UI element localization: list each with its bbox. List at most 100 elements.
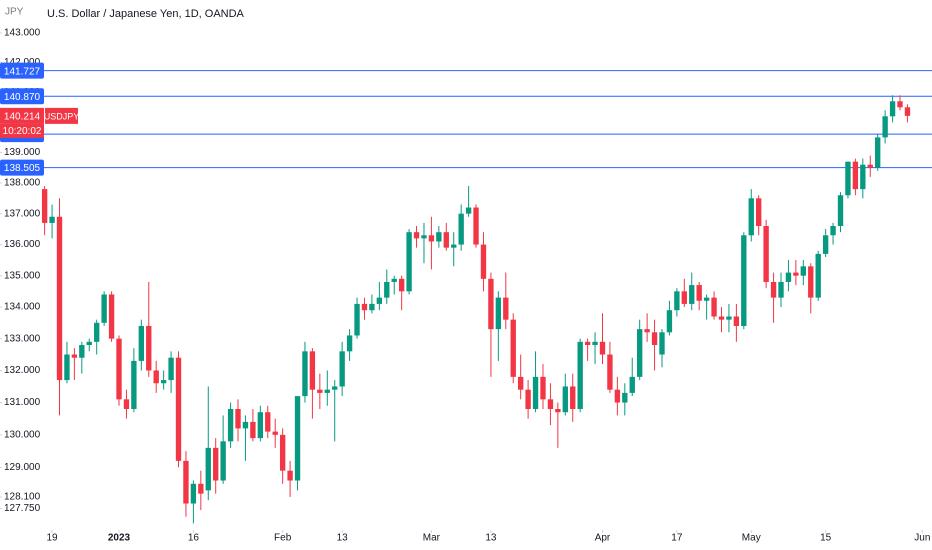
currency-label: JPY <box>5 7 24 18</box>
candle-body <box>213 447 219 481</box>
candle-body <box>629 376 635 393</box>
candle-body <box>674 291 680 311</box>
candle-body <box>540 376 546 400</box>
candle-body <box>294 396 301 481</box>
candle-body <box>547 399 554 409</box>
candle-body <box>49 216 55 223</box>
candle-body <box>64 354 70 381</box>
x-tick-label: 13 <box>337 533 349 544</box>
candle-body <box>108 294 115 339</box>
candle-body <box>703 297 710 301</box>
candle-body <box>599 341 606 355</box>
y-tick-label: 139.000 <box>4 147 41 158</box>
candle-body <box>376 297 383 304</box>
y-tick-label: 131.000 <box>4 397 41 408</box>
candle-body <box>726 316 732 320</box>
x-tick-label: Jun <box>914 533 930 544</box>
candle-body <box>436 232 442 242</box>
candle-body <box>845 161 851 196</box>
x-tick-label: Feb <box>274 533 292 544</box>
candle-body <box>488 278 494 330</box>
price-line-badge <box>0 88 44 105</box>
candle-body <box>123 399 130 409</box>
x-tick-label: 2023 <box>108 533 131 544</box>
candle-body <box>279 434 286 471</box>
candle-body <box>741 235 747 326</box>
candle-body <box>458 213 464 245</box>
y-tick-label: 135.000 <box>4 270 41 281</box>
candle-body <box>71 354 78 358</box>
chart-title: U.S. Dollar / Japanese Yen, 1D, OANDA <box>47 8 245 20</box>
candle-body <box>756 198 762 227</box>
candle-body <box>651 332 658 345</box>
countdown-badge <box>0 123 44 138</box>
current-price-badge <box>0 107 44 124</box>
candle-body <box>443 232 449 248</box>
candle-body <box>637 329 643 377</box>
price-line-badge <box>0 62 44 79</box>
candle-body <box>302 351 308 397</box>
candle-body <box>332 386 338 390</box>
candle-body <box>808 266 814 298</box>
candle-body <box>287 470 293 481</box>
candle-body <box>138 325 145 361</box>
candle-body <box>503 297 509 320</box>
y-tick-label: 128.100 <box>4 492 41 503</box>
candle-body <box>897 101 903 108</box>
candle-body <box>227 408 234 442</box>
candle-body <box>718 316 725 320</box>
candle-body <box>875 137 881 168</box>
candle-body <box>733 316 740 326</box>
candle-body <box>659 332 665 355</box>
candle-body <box>785 272 792 282</box>
candle-body <box>242 421 249 429</box>
y-tick-label: 132.000 <box>4 365 41 376</box>
candle-body <box>86 341 92 345</box>
candle-body <box>465 207 472 214</box>
candle-body <box>860 164 866 190</box>
y-tick-label: 130.000 <box>4 429 41 440</box>
candle-body <box>770 281 777 298</box>
candle-body <box>175 357 182 461</box>
candle-body <box>778 281 784 298</box>
candle-body <box>324 389 330 393</box>
candle-body <box>354 303 360 336</box>
candle-body <box>339 351 345 387</box>
candle-body <box>681 291 687 304</box>
candle-body <box>517 376 524 390</box>
candle-body <box>748 198 754 236</box>
candle-body <box>451 244 457 248</box>
candle-body <box>904 107 911 116</box>
candle-body <box>317 389 323 393</box>
candle-body <box>614 389 621 403</box>
x-tick-label: 17 <box>671 533 683 544</box>
candle-body <box>153 370 159 384</box>
candle-body <box>852 161 859 190</box>
candle-body <box>272 431 278 435</box>
price-line-label: 138.505 <box>4 163 41 174</box>
y-tick-label: 136.000 <box>4 239 41 250</box>
candle-body <box>116 338 122 400</box>
candle-body <box>101 294 107 323</box>
current-price-label: 140.214 <box>4 112 41 123</box>
candle-body <box>391 278 397 282</box>
candle-body <box>837 195 844 227</box>
candle-body <box>882 116 888 138</box>
candle-body <box>421 235 427 239</box>
price-line-badge <box>0 159 44 176</box>
candle-body <box>562 386 568 413</box>
candle-body <box>793 272 799 276</box>
candle-body <box>146 325 152 371</box>
x-tick-label: May <box>742 533 761 544</box>
y-tick-label: 133.000 <box>4 333 41 344</box>
candle-body <box>79 344 85 358</box>
symbol-badge <box>45 107 78 124</box>
candle-body <box>369 303 375 311</box>
x-tick-label: 19 <box>47 533 59 544</box>
candle-body <box>190 483 197 504</box>
candle-body <box>183 460 189 504</box>
candle-body <box>413 232 420 239</box>
price-line-label: 140.870 <box>4 92 41 103</box>
y-tick-label: 134.000 <box>4 302 41 313</box>
y-tick-label: 127.750 <box>4 503 41 514</box>
